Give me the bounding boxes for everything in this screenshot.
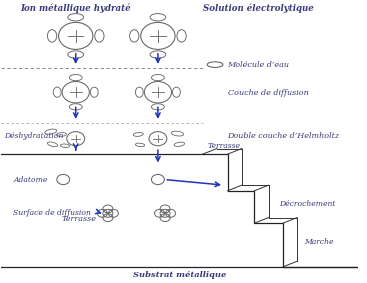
Text: Adatome: Adatome <box>13 175 48 183</box>
Text: Terrasse: Terrasse <box>208 142 241 150</box>
Text: Déshydratation: Déshydratation <box>4 132 63 140</box>
Text: Marche: Marche <box>304 238 334 246</box>
Text: Couche de diffusion: Couche de diffusion <box>228 89 308 97</box>
Text: Solution électrolytique: Solution électrolytique <box>203 3 313 13</box>
Text: Terrasse: Terrasse <box>62 215 97 223</box>
Text: Molécule d’eau: Molécule d’eau <box>228 61 290 68</box>
Text: Substrat métallique: Substrat métallique <box>132 271 226 279</box>
Text: Ion métallique hydraté: Ion métallique hydraté <box>21 3 131 13</box>
Text: Surface de diffusion: Surface de diffusion <box>13 209 91 217</box>
Text: Double couche d’Helmholtz: Double couche d’Helmholtz <box>228 132 340 140</box>
Text: Décrochement: Décrochement <box>279 200 336 208</box>
